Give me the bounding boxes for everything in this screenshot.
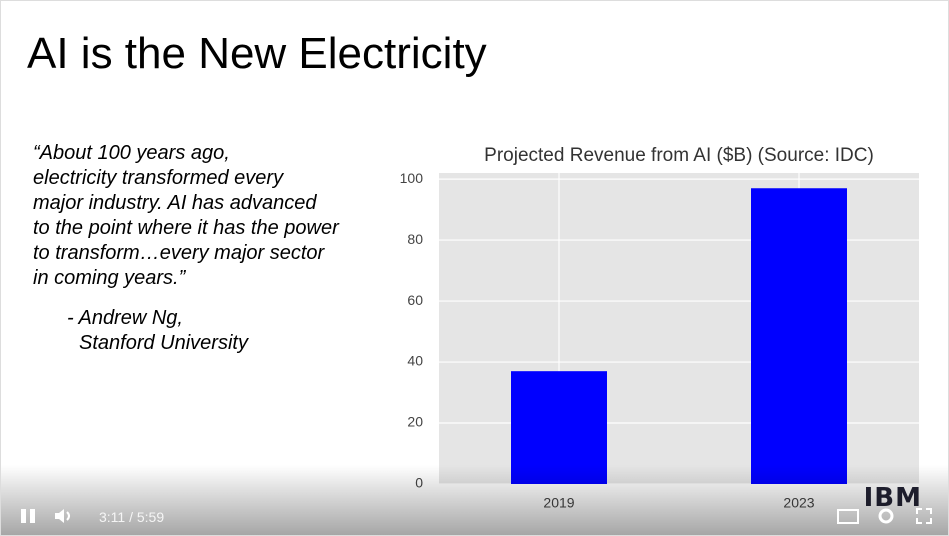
y-tick-label: 20 — [407, 414, 423, 430]
bar — [511, 371, 607, 484]
y-tick-label: 0 — [415, 475, 423, 491]
quote-line: to the point where it has the power — [33, 217, 339, 239]
y-tick-label: 60 — [407, 292, 423, 308]
quote: “About 100 years ago, electricity transfo… — [33, 141, 339, 291]
attribution-line: - Andrew Ng, — [67, 307, 183, 329]
quote-line: “About 100 years ago, — [33, 142, 230, 164]
y-tick-label: 80 — [407, 231, 423, 247]
x-tick-label: 2023 — [783, 495, 814, 511]
y-tick-label: 100 — [400, 170, 424, 186]
fullscreen-button[interactable] — [915, 507, 933, 525]
quote-line: in coming years.” — [33, 267, 186, 289]
x-tick-label: 2019 — [543, 495, 574, 511]
logo: IBM — [864, 483, 922, 513]
pause-button[interactable] — [19, 507, 37, 525]
quote-line: to transform…every major sector — [33, 242, 325, 264]
time-display: 3:11 / 5:59 — [99, 509, 165, 525]
captions-button[interactable] — [837, 507, 859, 525]
attribution: - Andrew Ng, Stanford University — [67, 306, 248, 356]
slide-title: AI is the New Electricity — [27, 29, 487, 78]
attribution-line: Stanford University — [79, 332, 248, 354]
quote-line: major industry. AI has advanced — [33, 192, 317, 214]
quote-line: electricity transformed every — [33, 167, 284, 189]
control-bar: 3:11 / 5:59 — [1, 465, 948, 535]
chart: Projected Revenue from AI ($B) (Source: … — [400, 145, 919, 511]
bar — [751, 188, 847, 484]
volume-button[interactable] — [53, 507, 75, 525]
y-tick-label: 40 — [407, 353, 423, 369]
settings-button[interactable] — [877, 507, 895, 525]
chart-title: Projected Revenue from AI ($B) (Source: … — [484, 145, 874, 166]
